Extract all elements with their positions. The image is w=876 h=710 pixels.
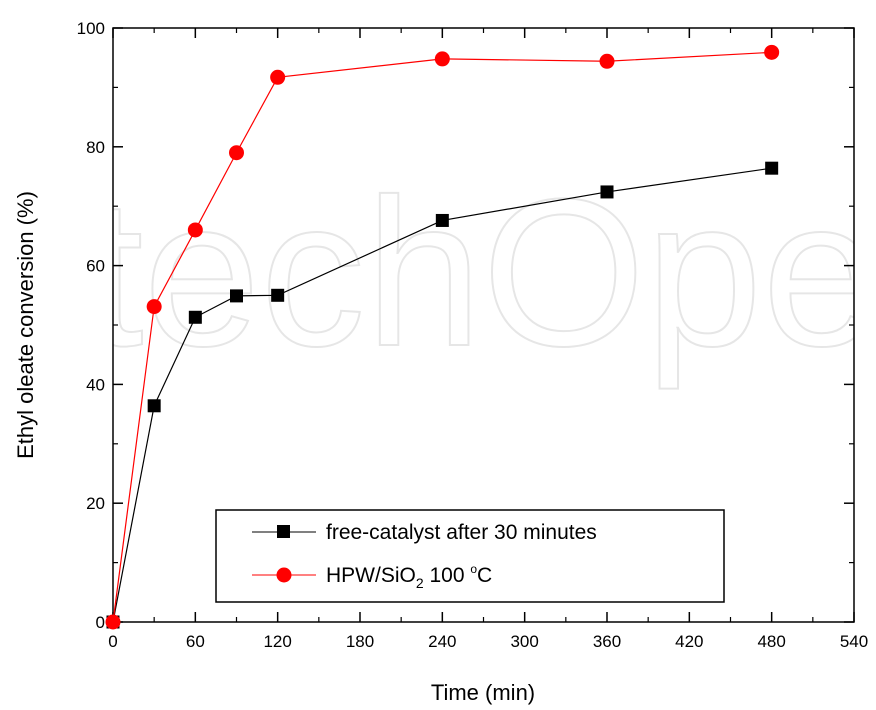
y-tick-label: 60 bbox=[86, 257, 105, 276]
legend-label-hpw-c: C bbox=[477, 564, 492, 587]
x-tick-label: 360 bbox=[593, 632, 621, 651]
x-tick-label: 480 bbox=[757, 632, 785, 651]
x-tick-label: 300 bbox=[510, 632, 538, 651]
legend-label-hpw: HPW/SiO2 100 oC bbox=[326, 562, 492, 591]
data-point-circle bbox=[229, 145, 244, 161]
x-tick-label: 240 bbox=[428, 632, 456, 651]
y-axis-label: Ethyl oleate conversion (%) bbox=[13, 191, 38, 459]
legend-label-hpw-sub: 2 bbox=[416, 575, 424, 591]
legend-label-free-catalyst: free-catalyst after 30 minutes bbox=[326, 521, 597, 544]
legend-box bbox=[215, 509, 725, 603]
data-point-square bbox=[188, 310, 202, 324]
data-point-square bbox=[435, 213, 449, 227]
data-point-circle bbox=[105, 614, 121, 630]
legend-label-hpw-sup: o bbox=[470, 562, 477, 576]
data-point-circle bbox=[764, 44, 780, 60]
series-1 bbox=[105, 44, 780, 630]
x-tick-label: 540 bbox=[840, 632, 868, 651]
y-tick-label: 80 bbox=[86, 138, 105, 157]
x-tick-label: 420 bbox=[675, 632, 703, 651]
data-point-circle bbox=[146, 299, 162, 315]
legend-marker-free-catalyst bbox=[277, 525, 290, 538]
data-point-square bbox=[600, 185, 614, 199]
y-tick-label: 40 bbox=[86, 375, 105, 394]
data-point-circle bbox=[187, 222, 203, 238]
x-tick-label: 0 bbox=[108, 632, 117, 651]
watermark-text: IntechOpen bbox=[0, 155, 876, 390]
x-axis-label: Time (min) bbox=[431, 680, 535, 705]
data-point-square bbox=[271, 288, 285, 302]
legend-label-hpw-b: 100 bbox=[424, 564, 471, 587]
y-tick-label: 0 bbox=[96, 613, 105, 632]
data-point-circle bbox=[434, 51, 450, 67]
series-line bbox=[112, 51, 772, 623]
legend-label-hpw-a: HPW/SiO bbox=[326, 564, 416, 587]
y-tick-label: 20 bbox=[86, 494, 105, 513]
watermark: IntechOpen bbox=[0, 154, 876, 391]
data-point-square bbox=[765, 161, 779, 175]
data-point-circle bbox=[599, 53, 615, 69]
ticks: 0 60 120 180 240 300 360 420 480 540 0 20 40 60 80 100 bbox=[77, 19, 869, 651]
y-tick-label: 100 bbox=[77, 19, 105, 38]
legend-marker-hpw bbox=[276, 567, 292, 583]
x-tick-label: 180 bbox=[346, 632, 374, 651]
data-point-square bbox=[147, 399, 161, 413]
x-tick-label: 120 bbox=[263, 632, 291, 651]
data-point-circle bbox=[270, 69, 286, 85]
data-point-square bbox=[230, 289, 243, 303]
series bbox=[105, 44, 780, 630]
x-tick-label: 60 bbox=[186, 632, 205, 651]
legend: free-catalyst after 30 minutes HPW/SiO2 … bbox=[215, 509, 725, 603]
series-line bbox=[112, 167, 772, 623]
